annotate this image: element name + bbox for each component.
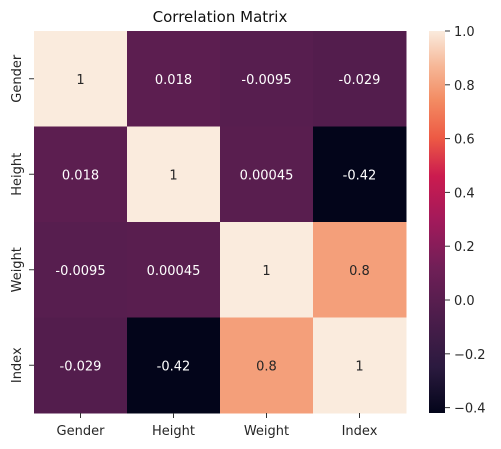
heatmap-cell — [34, 126, 128, 223]
cell-value-label: 0.00045 — [147, 264, 201, 279]
colorbar-tick-label: 0.0 — [454, 294, 475, 309]
col-tick-label: Index — [342, 424, 378, 439]
cell-value-label: 0.018 — [62, 168, 99, 183]
colorbar-tick-label: −0.4 — [454, 402, 486, 417]
cell-value-label: 0.018 — [155, 73, 192, 88]
cell-value-label: -0.42 — [343, 168, 377, 183]
heatmap-cell — [34, 222, 128, 318]
heatmap-cell — [220, 317, 314, 414]
heatmap-cell — [313, 317, 407, 414]
heatmap-cell — [127, 31, 221, 127]
cell-value-label: -0.029 — [339, 73, 381, 88]
col-tick-labels: Gender Height Weight Index — [57, 413, 378, 439]
cell-value-label: 0.8 — [349, 264, 370, 279]
colorbar-ticks: 1.0 0.8 0.6 0.4 0.2 0.0 −0.2 −0.4 — [445, 25, 486, 417]
col-tick-label: Gender — [57, 424, 106, 439]
cell-value-label: 0.00045 — [240, 168, 294, 183]
cell-value-label: -0.0095 — [55, 264, 105, 279]
heatmap-cell — [220, 31, 314, 127]
heatmap-cell — [220, 126, 314, 223]
colorbar-tick-label: −0.2 — [454, 348, 486, 363]
colorbar — [429, 31, 445, 413]
cell-value-label: -0.0095 — [241, 73, 291, 88]
colorbar-tick-label: 0.6 — [454, 133, 475, 148]
row-tick-label: Gender — [10, 54, 25, 103]
heatmap-cell — [220, 222, 314, 318]
heatmap-cell — [34, 31, 128, 127]
chart-title: Correlation Matrix — [153, 8, 288, 26]
colorbar-tick-label: 1.0 — [454, 25, 475, 40]
col-tick-label: Height — [152, 424, 195, 439]
heatmap-cell — [127, 126, 221, 223]
colorbar-tick-label: 0.2 — [454, 240, 475, 255]
colorbar-tick-label: 0.4 — [454, 186, 475, 201]
cell-value-label: 1 — [76, 73, 84, 88]
cell-value-label: 0.8 — [256, 359, 277, 374]
row-tick-label: Weight — [10, 247, 25, 292]
heatmap-cells: 1 0.018 -0.0095 -0.029 0.018 1 0.00045 -0.42 -0.… — [34, 31, 407, 414]
cell-value-label: 1 — [355, 359, 363, 374]
row-tick-label: Height — [10, 153, 25, 196]
heatmap-cell — [34, 317, 128, 414]
cell-value-label: 1 — [169, 168, 177, 183]
heatmap-cell — [313, 222, 407, 318]
row-tick-labels: Gender Height Weight Index — [10, 54, 34, 383]
row-tick-label: Index — [10, 347, 25, 383]
heatmap-cell — [127, 317, 221, 414]
heatmap-cell — [127, 222, 221, 318]
cell-value-label: -0.42 — [157, 359, 191, 374]
cell-value-label: 1 — [262, 264, 270, 279]
cell-value-label: -0.029 — [60, 359, 102, 374]
colorbar-tick-label: 0.8 — [454, 79, 475, 94]
col-tick-label: Weight — [244, 424, 289, 439]
heatmap-cell — [313, 126, 407, 223]
heatmap-cell — [313, 31, 407, 127]
